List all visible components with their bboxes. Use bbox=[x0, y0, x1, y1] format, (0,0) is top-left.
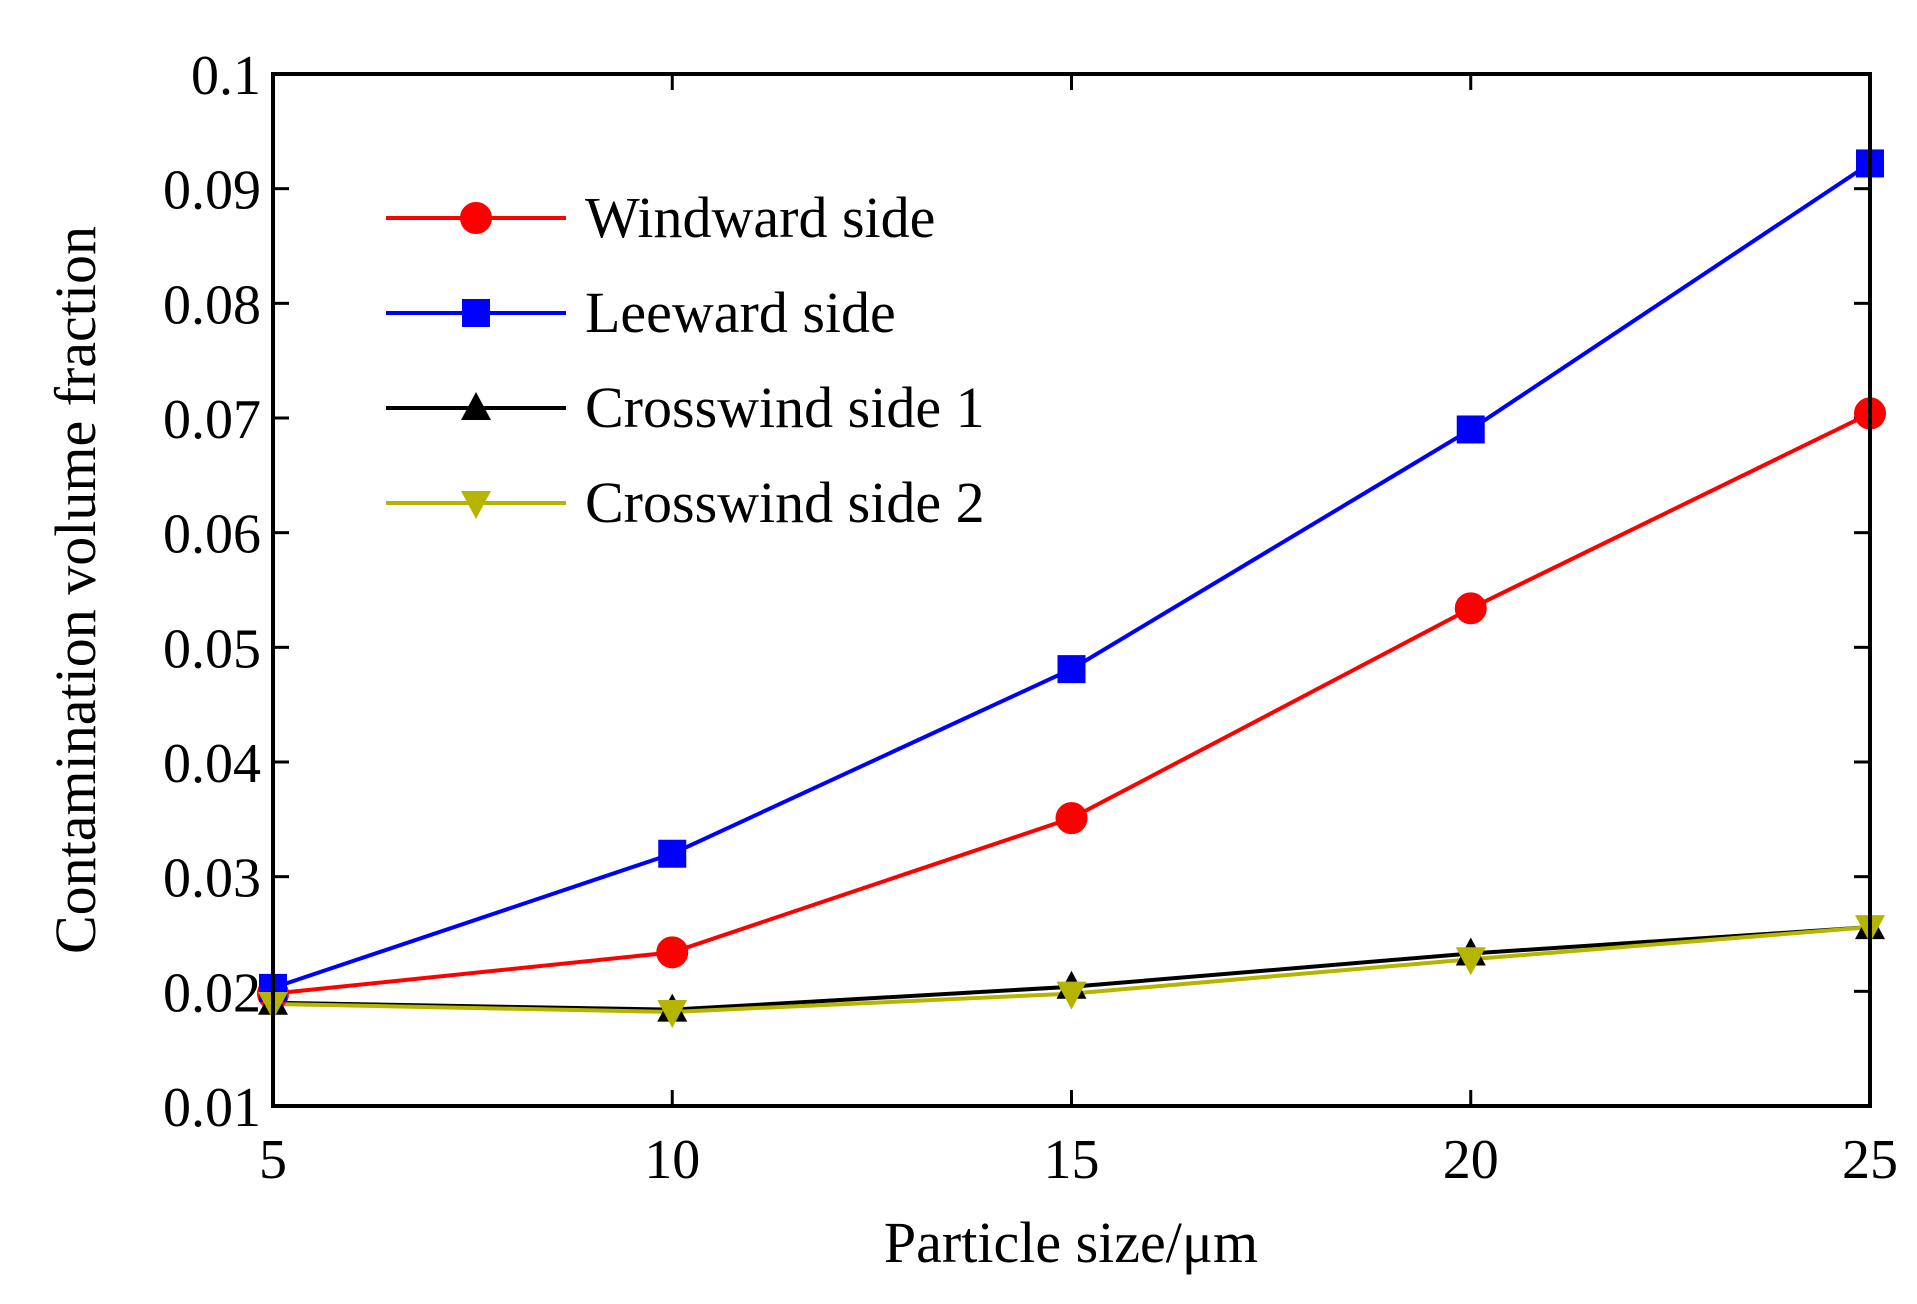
x-tick-label: 25 bbox=[1842, 1129, 1898, 1191]
legend-marker bbox=[460, 202, 492, 234]
x-tick-label: 10 bbox=[644, 1129, 700, 1191]
data-point-crosswind-side-2 bbox=[1056, 981, 1087, 1010]
legend-item-leeward-side: Leeward side bbox=[386, 280, 896, 345]
y-axis-label: Contamination volume fraction bbox=[43, 226, 108, 954]
data-point-crosswind-side-2 bbox=[1455, 947, 1486, 976]
legend-item-crosswind-side-2: Crosswind side 2 bbox=[386, 470, 985, 535]
data-point-leeward-side bbox=[1057, 655, 1086, 684]
y-tick-labels: 0.01 0.02 0.03 0.04 0.05 0.06 0.07 0.08 0.09 0.1 bbox=[163, 45, 261, 1139]
x-tick-labels: 5 10 15 20 25 bbox=[259, 1129, 1898, 1191]
data-point-leeward-side bbox=[658, 839, 687, 868]
legend-label: Windward side bbox=[585, 185, 935, 250]
x-axis-label: Particle size/μm bbox=[884, 1210, 1258, 1275]
legend-label: Leeward side bbox=[585, 280, 896, 345]
y-tick-label: 0.08 bbox=[163, 274, 261, 336]
legend-item-crosswind-side-1: Crosswind side 1 bbox=[386, 375, 985, 440]
y-tick-label: 0.03 bbox=[163, 848, 261, 910]
y-tick-label: 0.1 bbox=[191, 45, 261, 107]
legend-label: Crosswind side 1 bbox=[585, 375, 985, 440]
y-tick-label: 0.07 bbox=[163, 389, 261, 451]
legend: Windward side Leeward side Crosswind side … bbox=[386, 185, 985, 535]
x-tick-label: 5 bbox=[259, 1129, 287, 1191]
data-point-windward-side bbox=[1454, 592, 1487, 625]
y-tick-label: 0.06 bbox=[163, 504, 261, 566]
legend-marker bbox=[462, 299, 490, 327]
data-point-crosswind-side-2 bbox=[657, 999, 688, 1028]
data-point-windward-side bbox=[1055, 802, 1088, 835]
y-tick-label: 0.02 bbox=[163, 962, 261, 1024]
y-tick-label: 0.09 bbox=[163, 160, 261, 222]
x-tick-label: 20 bbox=[1443, 1129, 1499, 1191]
legend-label: Crosswind side 2 bbox=[585, 470, 985, 535]
y-tick-label: 0.04 bbox=[163, 733, 261, 795]
y-tick-label: 0.01 bbox=[163, 1077, 261, 1139]
legend-marker bbox=[461, 491, 491, 519]
x-tick-label: 15 bbox=[1044, 1129, 1100, 1191]
data-point-windward-side bbox=[656, 936, 689, 969]
data-point-leeward-side bbox=[1456, 415, 1485, 444]
legend-marker bbox=[461, 392, 491, 420]
legend-item-windward-side: Windward side bbox=[386, 185, 935, 250]
plot-frame bbox=[271, 72, 1872, 1108]
y-tick-label: 0.05 bbox=[163, 618, 261, 680]
